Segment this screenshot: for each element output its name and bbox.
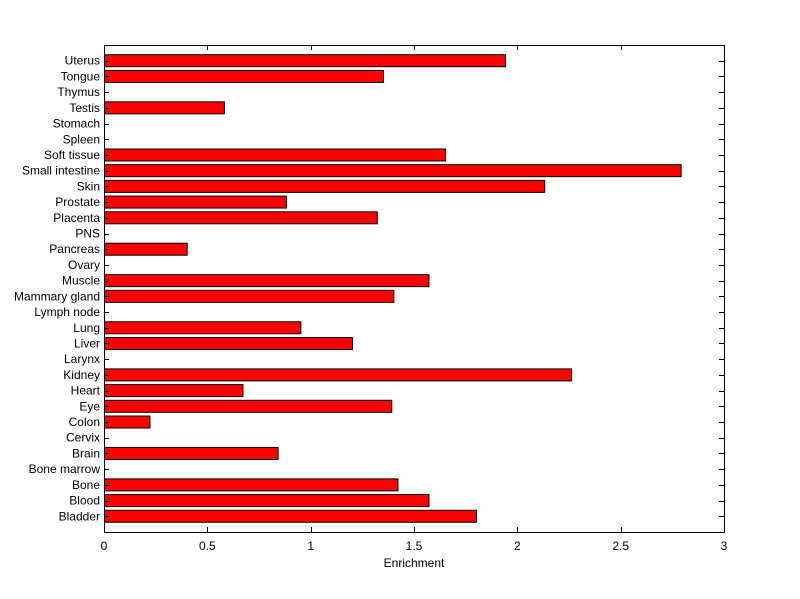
bar-tongue: [104, 69, 384, 83]
y-tick-label: PNS: [75, 227, 100, 241]
y-tick-label: Thymus: [57, 85, 100, 99]
y-tick-label: Skin: [77, 179, 100, 193]
bar-uterus: [104, 54, 506, 68]
y-tick-label: Uterus: [65, 54, 100, 68]
y-tick-label: Lung: [73, 321, 100, 335]
y-tick-label: Bladder: [59, 509, 100, 523]
bar-bladder: [104, 509, 477, 523]
y-tick-label: Cervix: [66, 431, 100, 445]
y-tick-label: Testis: [69, 101, 100, 115]
x-tick-label: 2.5: [612, 539, 629, 553]
bar-bone: [104, 478, 399, 492]
x-tick-label: 3: [721, 539, 728, 553]
y-tick-label: Pancreas: [49, 242, 100, 256]
bar-testis: [104, 101, 225, 115]
y-tick-label: Blood: [69, 494, 100, 508]
y-tick-label: Prostate: [55, 195, 100, 209]
y-tick-label: Stomach: [53, 117, 100, 131]
y-tick-label: Small intestine: [22, 164, 100, 178]
bar-lung: [104, 321, 302, 335]
y-tick-label: Eye: [79, 399, 100, 413]
x-tick-label: 2: [514, 539, 521, 553]
bar-prostate: [104, 195, 287, 209]
y-tick-label: Colon: [69, 415, 100, 429]
y-tick-label: Soft tissue: [44, 148, 100, 162]
y-tick-label: Brain: [72, 446, 100, 460]
y-tick-label: Heart: [71, 384, 101, 398]
x-tick-label: 1: [307, 539, 314, 553]
bar-brain: [104, 446, 279, 460]
bars-group: [104, 54, 682, 523]
bar-placenta: [104, 211, 378, 225]
y-tick-label: Tongue: [61, 69, 101, 83]
axes-box: [104, 45, 725, 533]
bar-muscle: [104, 274, 430, 288]
y-tick-label: Placenta: [53, 211, 100, 225]
bar-blood: [104, 494, 430, 508]
y-tick-label: Larynx: [64, 352, 100, 366]
bar-soft-tissue: [104, 148, 446, 162]
y-tick-label: Spleen: [63, 132, 100, 146]
x-tick-label: 1.5: [406, 539, 423, 553]
y-tick-label: Bone marrow: [29, 462, 101, 476]
y-tick-label: Ovary: [68, 258, 100, 272]
bar-small-intestine: [104, 164, 682, 178]
bar-heart: [104, 384, 244, 398]
x-tick-label: 0: [101, 539, 108, 553]
bar-kidney: [104, 368, 573, 382]
y-tick-label: Mammary gland: [14, 289, 100, 303]
y-tick-label: Bone: [72, 478, 100, 492]
y-tick-label: Liver: [74, 336, 100, 350]
bar-colon: [104, 415, 151, 429]
y-tick-label: Lymph node: [34, 305, 100, 319]
y-tick-label: Muscle: [62, 274, 100, 288]
bar-pancreas: [104, 242, 188, 256]
bar-liver: [104, 336, 353, 350]
x-axis-label: Enrichment: [384, 556, 445, 570]
bar-eye: [104, 399, 393, 413]
x-tick-label: 0.5: [199, 539, 216, 553]
bar-mammary-gland: [104, 289, 395, 303]
bar-skin: [104, 179, 546, 193]
y-tick-label: Kidney: [63, 368, 100, 382]
